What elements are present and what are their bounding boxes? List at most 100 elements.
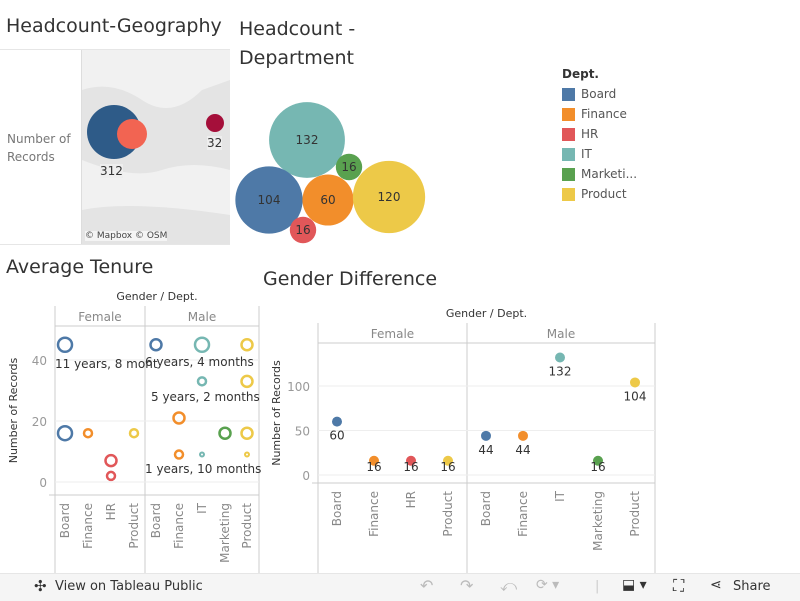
geo-legend-label: Number of Records [7, 132, 71, 164]
map-label-32: 32 [207, 136, 223, 150]
y-axis-title: Number of Records [7, 357, 20, 463]
dept-title: Headcount - Department [239, 18, 356, 69]
tenure-point[interactable] [218, 426, 232, 440]
bubble-marketing[interactable] [335, 153, 363, 181]
bubble-product[interactable] [352, 160, 426, 234]
bubble-secondary [117, 119, 147, 149]
gender-point[interactable] [593, 455, 603, 466]
x-tick-label: Board [149, 503, 163, 538]
x-tick-label: HR [404, 491, 418, 508]
tenure-point[interactable] [173, 449, 185, 460]
x-tick-label: Marketing [218, 503, 232, 563]
bubble-32 [206, 114, 224, 132]
dept-legend: Dept. Board Finance HR IT Marketi... Product [562, 67, 637, 204]
legend-swatch [562, 147, 575, 161]
x-tick-label: Product [127, 503, 141, 549]
bubble-label: 16 [295, 223, 310, 237]
y-tick-label: 50 [295, 425, 310, 439]
legend-item[interactable]: Finance [562, 104, 637, 124]
x-tick-label: Finance [367, 491, 381, 537]
tenure-point[interactable] [56, 424, 74, 442]
bubble-board[interactable] [235, 166, 303, 234]
legend-item[interactable]: IT [562, 144, 637, 164]
bubble-label: 132 [296, 133, 319, 147]
map[interactable]: 312 32 © Mapbox © OSM [81, 50, 230, 244]
gender-point[interactable] [406, 455, 416, 466]
gender-point[interactable] [518, 430, 528, 441]
redo-icon[interactable]: ↷ [460, 576, 474, 595]
gender-point-label: 60 [329, 429, 344, 443]
revert-icon[interactable]: ⤺ [500, 576, 518, 595]
geo-title: Headcount-Geography [6, 15, 222, 37]
tenure-point[interactable] [199, 451, 205, 458]
download-icon[interactable]: ⬓ ▾ [622, 577, 647, 593]
gender-point[interactable] [555, 352, 565, 363]
x-tick-label: Finance [172, 503, 186, 549]
y-tick-label: 0 [39, 476, 47, 490]
gender-header-female: Female [78, 310, 121, 324]
legend-swatch [562, 107, 575, 121]
tableau-icon: ✣ [34, 577, 47, 595]
gender-point-label: 44 [515, 443, 530, 457]
legend-item[interactable]: HR [562, 124, 637, 144]
x-tick-label: IT [195, 502, 209, 514]
tenure-point[interactable] [240, 426, 254, 440]
tenure-point[interactable] [149, 338, 163, 352]
legend-item[interactable]: Product [562, 184, 637, 204]
tenure-point[interactable] [240, 374, 254, 389]
legend-label: HR [581, 127, 599, 141]
gender-point[interactable] [332, 416, 342, 427]
tenure-chart: Gender / Dept. Female Male 0 20 40 Number of R… [7, 290, 261, 573]
share-icon[interactable]: ⋖ [710, 577, 722, 593]
legend-item[interactable]: Marketi... [562, 164, 637, 184]
bubble-it[interactable] [269, 102, 345, 178]
gender-header-female: Female [371, 327, 414, 341]
legend-label: IT [581, 147, 592, 161]
tenure-point[interactable] [193, 336, 211, 353]
tenure-point[interactable] [196, 376, 208, 387]
gender-point[interactable] [443, 455, 453, 466]
gender-chart: Gender / Dept. Female Male 0 50 100 Number of … [270, 307, 656, 573]
x-tick-label: Product [240, 503, 254, 549]
gender-point[interactable] [369, 455, 379, 466]
toolbar: ✣ View on Tableau Public ↶ ↷ ⤺ ⟳ ▾ | ⬓ ▾… [0, 573, 800, 601]
y-tick-label: 0 [302, 469, 310, 483]
share-button[interactable]: Share [733, 579, 771, 594]
tenure-point[interactable] [240, 338, 254, 352]
geo-panel: Number of Records 312 32 © Mapbox © OSM [0, 49, 230, 245]
tenure-point[interactable] [105, 470, 117, 482]
x-tick-label: Board [330, 491, 344, 526]
y-tick-label: 40 [32, 354, 47, 368]
gender-point[interactable] [630, 377, 640, 388]
map-attribution[interactable]: © Mapbox © OSM [85, 231, 168, 241]
fullscreen-icon[interactable]: ⛶ [673, 576, 685, 595]
dept-legend-title: Dept. [562, 67, 599, 81]
undo-icon[interactable]: ↶ [420, 576, 434, 595]
view-on-tableau-link[interactable]: View on Tableau Public [55, 579, 203, 594]
x-tick-label: IT [553, 490, 567, 502]
y-tick-label: 100 [287, 380, 310, 394]
legend-swatch [562, 87, 575, 101]
column-header: Gender / Dept. [116, 290, 197, 303]
tenure-point[interactable] [82, 427, 94, 439]
tenure-point[interactable] [56, 336, 74, 353]
legend-item[interactable]: Board [562, 84, 637, 104]
tenure-label: 1 years, 10 months [145, 462, 261, 476]
y-axis-title: Number of Records [270, 360, 283, 466]
bubble-hr[interactable] [289, 216, 317, 244]
x-tick-label: Marketing [591, 491, 605, 551]
tenure-point[interactable] [172, 411, 186, 425]
column-header: Gender / Dept. [446, 307, 527, 320]
gender-point[interactable] [481, 430, 491, 441]
bubble-label: 120 [378, 190, 401, 204]
tenure-point[interactable] [244, 451, 250, 458]
x-tick-label: Finance [81, 503, 95, 549]
gender-title: Gender Difference [263, 268, 438, 290]
legend-label: Marketi... [581, 167, 638, 181]
tenure-title: Average Tenure [6, 256, 154, 278]
tenure-point[interactable] [128, 427, 140, 439]
gender-header-male: Male [188, 310, 216, 324]
bubble-finance[interactable] [302, 174, 354, 226]
tenure-point[interactable] [104, 453, 118, 468]
refresh-icon[interactable]: ⟳ ▾ [536, 577, 560, 593]
